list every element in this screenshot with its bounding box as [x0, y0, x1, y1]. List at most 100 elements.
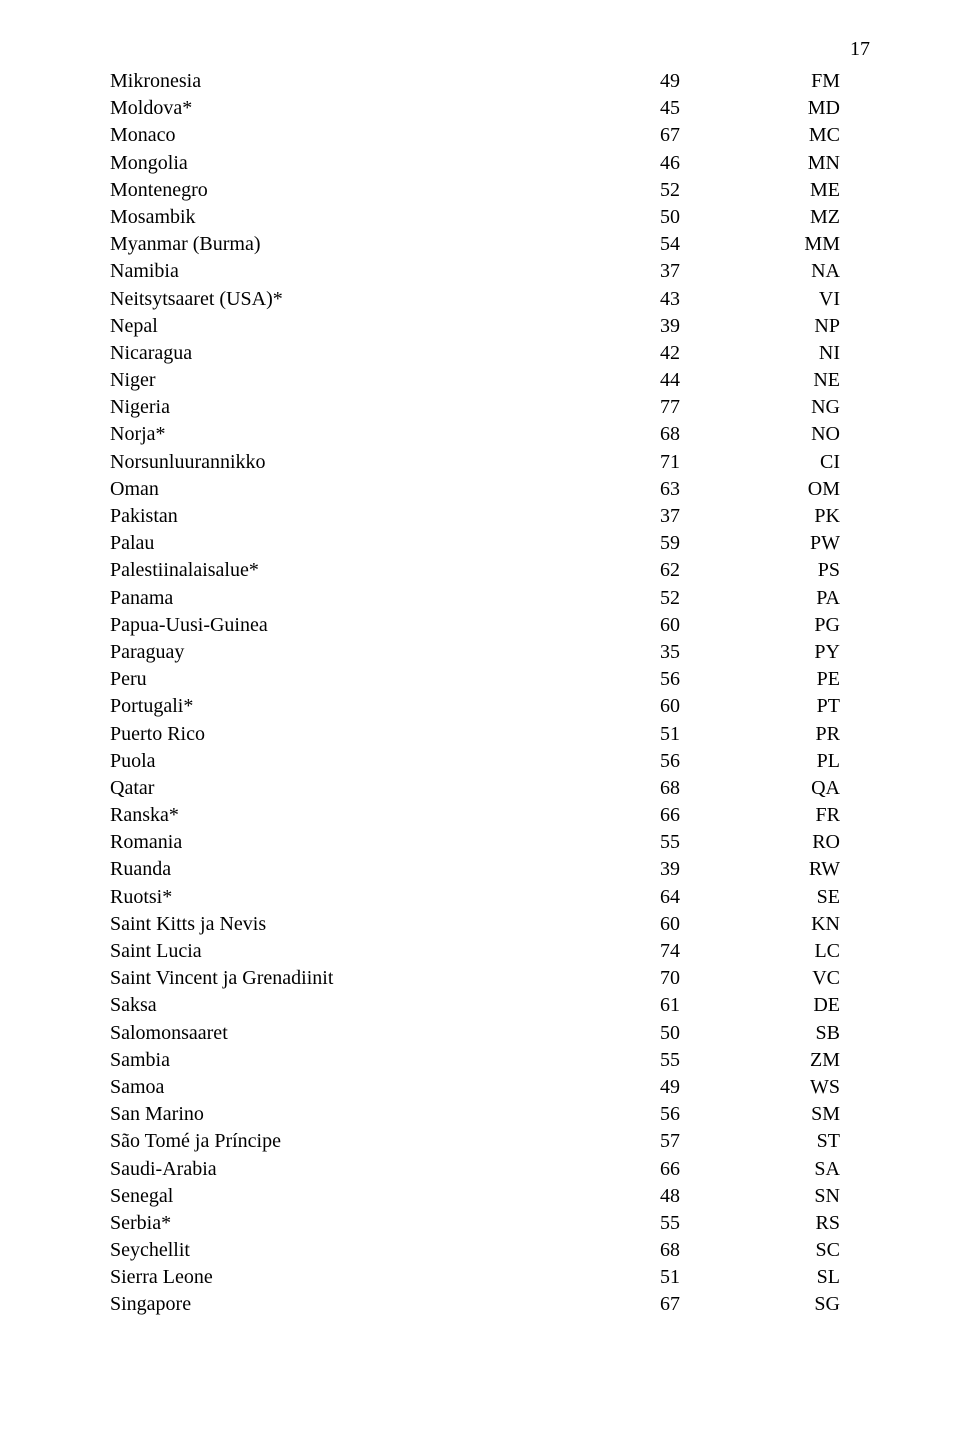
table-row: Qatar68QA: [110, 775, 850, 802]
country-name: Ruanda: [110, 856, 610, 883]
table-row: Neitsytsaaret (USA)*43VI: [110, 286, 850, 313]
table-row: Saudi-Arabia66SA: [110, 1156, 850, 1183]
country-value: 50: [610, 1020, 680, 1047]
table-row: Senegal48SN: [110, 1183, 850, 1210]
country-name: Ruotsi*: [110, 884, 610, 911]
country-name: Monaco: [110, 122, 610, 149]
country-name: San Marino: [110, 1101, 610, 1128]
country-value: 56: [610, 666, 680, 693]
country-name: Mosambik: [110, 204, 610, 231]
country-code: MC: [780, 122, 840, 149]
country-code: NP: [780, 313, 840, 340]
country-name: Moldova*: [110, 95, 610, 122]
country-code: SC: [780, 1237, 840, 1264]
table-row: Serbia*55RS: [110, 1210, 850, 1237]
country-code: SN: [780, 1183, 840, 1210]
country-value: 39: [610, 313, 680, 340]
country-name: Saint Kitts ja Nevis: [110, 911, 610, 938]
country-name: Saksa: [110, 992, 610, 1019]
table-row: Saksa61DE: [110, 992, 850, 1019]
country-value: 46: [610, 150, 680, 177]
table-row: Sambia55ZM: [110, 1047, 850, 1074]
country-value: 70: [610, 965, 680, 992]
country-code: PK: [780, 503, 840, 530]
country-value: 55: [610, 829, 680, 856]
country-code: SB: [780, 1020, 840, 1047]
country-code: PA: [780, 585, 840, 612]
country-code: OM: [780, 476, 840, 503]
country-value: 42: [610, 340, 680, 367]
country-value: 48: [610, 1183, 680, 1210]
country-name: Nepal: [110, 313, 610, 340]
country-value: 62: [610, 557, 680, 584]
table-row: Ruotsi*64SE: [110, 884, 850, 911]
table-row: São Tomé ja Príncipe57ST: [110, 1128, 850, 1155]
country-name: Papua-Uusi-Guinea: [110, 612, 610, 639]
country-code: NI: [780, 340, 840, 367]
country-name: Pakistan: [110, 503, 610, 530]
country-code: MD: [780, 95, 840, 122]
country-name: Norsunluurannikko: [110, 449, 610, 476]
country-name: Romania: [110, 829, 610, 856]
table-row: Peru56PE: [110, 666, 850, 693]
table-row: Mongolia46MN: [110, 150, 850, 177]
country-code: SA: [780, 1156, 840, 1183]
country-name: São Tomé ja Príncipe: [110, 1128, 610, 1155]
table-row: Portugali*60PT: [110, 693, 850, 720]
country-code: MN: [780, 150, 840, 177]
country-value: 60: [610, 612, 680, 639]
country-value: 56: [610, 1101, 680, 1128]
country-code: DE: [780, 992, 840, 1019]
country-name: Puola: [110, 748, 610, 775]
country-name: Singapore: [110, 1291, 610, 1318]
country-value: 37: [610, 258, 680, 285]
country-code: QA: [780, 775, 840, 802]
country-value: 67: [610, 1291, 680, 1318]
country-value: 52: [610, 585, 680, 612]
country-code: RW: [780, 856, 840, 883]
page-number: 17: [850, 38, 870, 61]
country-value: 55: [610, 1210, 680, 1237]
country-name: Sierra Leone: [110, 1264, 610, 1291]
country-value: 55: [610, 1047, 680, 1074]
country-value: 63: [610, 476, 680, 503]
country-name: Oman: [110, 476, 610, 503]
table-row: Norja*68NO: [110, 421, 850, 448]
country-code: PR: [780, 721, 840, 748]
country-code: MZ: [780, 204, 840, 231]
country-code: VI: [780, 286, 840, 313]
table-row: Puola56PL: [110, 748, 850, 775]
table-row: Papua-Uusi-Guinea60PG: [110, 612, 850, 639]
table-row: Puerto Rico51PR: [110, 721, 850, 748]
country-value: 52: [610, 177, 680, 204]
table-row: Salomonsaaret50SB: [110, 1020, 850, 1047]
country-code: NE: [780, 367, 840, 394]
table-row: Ranska*66FR: [110, 802, 850, 829]
country-name: Montenegro: [110, 177, 610, 204]
country-name: Norja*: [110, 421, 610, 448]
table-row: Saint Vincent ja Grenadiinit70VC: [110, 965, 850, 992]
table-row: Mosambik50MZ: [110, 204, 850, 231]
country-name: Palau: [110, 530, 610, 557]
country-value: 66: [610, 1156, 680, 1183]
country-name: Saint Vincent ja Grenadiinit: [110, 965, 610, 992]
country-code: KN: [780, 911, 840, 938]
country-code: PW: [780, 530, 840, 557]
country-code: PL: [780, 748, 840, 775]
country-value: 54: [610, 231, 680, 258]
country-value: 68: [610, 775, 680, 802]
country-code: ME: [780, 177, 840, 204]
table-row: Oman63 OM: [110, 476, 850, 503]
country-code: PE: [780, 666, 840, 693]
country-value: 37: [610, 503, 680, 530]
country-name: Saint Lucia: [110, 938, 610, 965]
country-value: 51: [610, 1264, 680, 1291]
country-code: MM: [780, 231, 840, 258]
table-row: Monaco67MC: [110, 122, 850, 149]
table-row: Sierra Leone51SL: [110, 1264, 850, 1291]
country-value: 60: [610, 693, 680, 720]
table-row: Namibia37NA: [110, 258, 850, 285]
table-row: Singapore67SG: [110, 1291, 850, 1318]
table-row: Ruanda39RW: [110, 856, 850, 883]
country-code: RO: [780, 829, 840, 856]
